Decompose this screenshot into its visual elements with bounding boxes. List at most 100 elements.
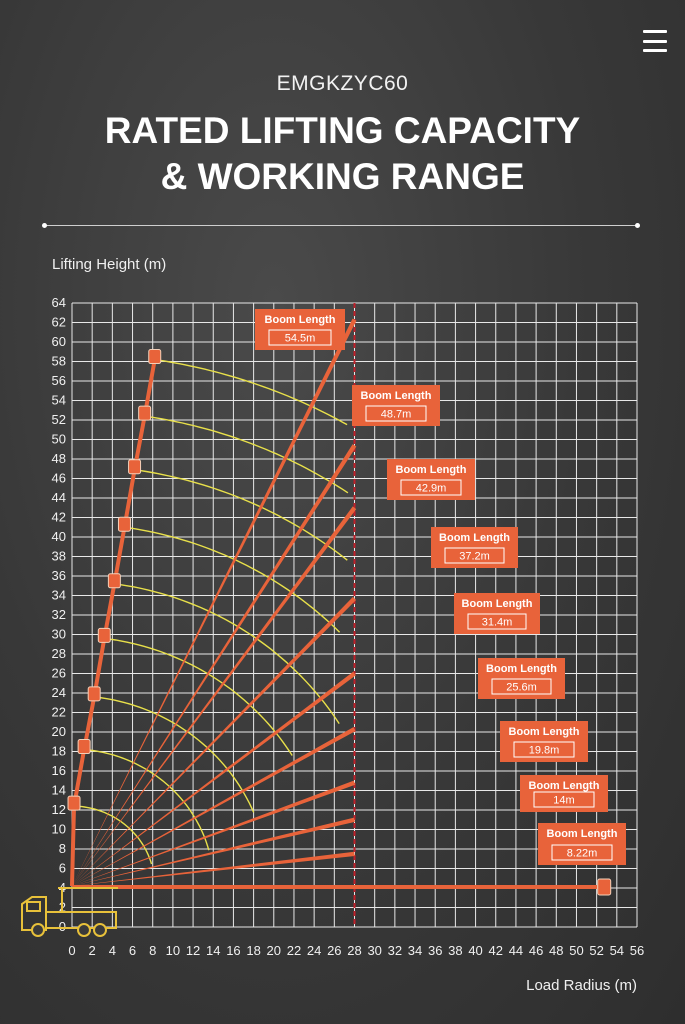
y-tick-label: 16 xyxy=(52,763,66,778)
truck-wheel xyxy=(31,923,45,937)
working-range-arc xyxy=(124,526,341,633)
x-tick-label: 6 xyxy=(129,943,136,958)
working-range-arc xyxy=(84,748,210,851)
working-range-arc xyxy=(114,583,340,724)
y-tick-label: 12 xyxy=(52,802,66,817)
y-tick-label: 28 xyxy=(52,646,66,661)
x-tick-label: 10 xyxy=(166,943,180,958)
x-tick-label: 2 xyxy=(89,943,96,958)
x-tick-label: 52 xyxy=(589,943,603,958)
x-tick-label: 34 xyxy=(408,943,422,958)
x-tick-label: 16 xyxy=(226,943,240,958)
y-tick-label: 54 xyxy=(52,393,66,408)
x-tick-label: 18 xyxy=(246,943,260,958)
boom-length-label: Boom Length 8.22m xyxy=(538,823,626,865)
boom-label-title: Boom Length xyxy=(529,780,600,792)
x-tick-label: 14 xyxy=(206,943,220,958)
boom-length-label: Boom Length 31.4m xyxy=(454,593,540,634)
truck-wheel xyxy=(93,923,107,937)
boom-label-title: Boom Length xyxy=(547,828,618,840)
y-tick-label: 40 xyxy=(52,529,66,544)
boom-angle-line xyxy=(72,506,357,887)
telescopic-boom-arm xyxy=(70,359,157,887)
boom-label-value-box xyxy=(491,678,552,695)
boom-label-value-box xyxy=(400,479,462,496)
y-tick-label: 44 xyxy=(52,490,66,505)
boom-label-title: Boom Length xyxy=(509,726,580,738)
x-tick-label: 22 xyxy=(287,943,301,958)
working-range-arc xyxy=(144,415,349,494)
x-tick-label: 12 xyxy=(186,943,200,958)
boom-label-title: Boom Length xyxy=(486,663,557,675)
title-line-2: & WORKING RANGE xyxy=(160,156,525,197)
boom-label-value: 25.6m xyxy=(506,682,537,694)
boom-label-title: Boom Length xyxy=(396,464,467,476)
boom-length-label: Boom Length 37.2m xyxy=(431,527,518,568)
y-tick-label: 32 xyxy=(52,607,66,622)
y-tick-label: 46 xyxy=(52,471,66,486)
x-tick-label: 26 xyxy=(327,943,341,958)
boom-section-head xyxy=(67,795,81,811)
y-tick-label: 10 xyxy=(52,822,66,837)
boom-section-head xyxy=(97,627,111,643)
x-tick-label: 50 xyxy=(569,943,583,958)
x-tick-label: 4 xyxy=(109,943,116,958)
boom-section-head xyxy=(107,573,121,589)
boom-label-value: 8.22m xyxy=(567,848,598,860)
x-axis-label: Load Radius (m) xyxy=(526,977,637,994)
y-tick-label: 14 xyxy=(52,783,66,798)
working-range-arc xyxy=(134,469,348,561)
boom-angle-line xyxy=(72,817,356,887)
boom-angle-line xyxy=(72,318,357,887)
working-range-arc xyxy=(94,696,255,813)
boom-section-head xyxy=(77,739,91,755)
title-divider xyxy=(42,223,640,228)
boom-angle-line xyxy=(72,596,357,887)
x-tick-label: 44 xyxy=(509,943,523,958)
x-tick-label: 36 xyxy=(428,943,442,958)
x-tick-label: 24 xyxy=(307,943,321,958)
y-tick-label: 50 xyxy=(52,432,66,447)
boom-label-value-box xyxy=(467,613,527,630)
y-tick-label: 64 xyxy=(52,295,66,310)
boom-section-head xyxy=(117,516,131,532)
x-tick-label: 28 xyxy=(347,943,361,958)
boom-section-head xyxy=(138,405,152,421)
boom-label-value-box xyxy=(365,405,427,422)
boom-angle-line xyxy=(72,727,356,887)
y-tick-label: 38 xyxy=(52,549,66,564)
y-tick-label: 58 xyxy=(52,354,66,369)
boom-length-label: Boom Length 48.7m xyxy=(352,385,440,426)
x-tick-label: 20 xyxy=(267,943,281,958)
y-tick-label: 26 xyxy=(52,666,66,681)
boom-label-value: 48.7m xyxy=(381,409,412,421)
y-tick-label: 62 xyxy=(52,315,66,330)
x-tick-label: 8 xyxy=(149,943,156,958)
boom-label-value-box xyxy=(268,329,332,346)
y-tick-label: 56 xyxy=(52,373,66,388)
boom-label-value: 54.5m xyxy=(285,333,316,345)
x-tick-label: 30 xyxy=(367,943,381,958)
title-line-1: RATED LIFTING CAPACITY xyxy=(104,110,581,151)
x-tick-label: 40 xyxy=(468,943,482,958)
y-tick-label: 52 xyxy=(52,412,66,427)
boom-label-value: 42.9m xyxy=(416,483,447,495)
y-tick-label: 48 xyxy=(52,451,66,466)
boom-length-label: Boom Length 54.5m xyxy=(255,309,345,350)
boom-section-head xyxy=(87,686,101,702)
boom-length-label: Boom Length 42.9m xyxy=(387,459,475,500)
y-tick-label: 18 xyxy=(52,744,66,759)
boom-length-label: Boom Length 14m xyxy=(520,775,608,812)
working-range-arc xyxy=(154,358,348,426)
truck-wheel xyxy=(77,923,91,937)
boom-label-title: Boom Length xyxy=(462,598,533,610)
menu-icon[interactable] xyxy=(643,30,667,52)
horizontal-boom-hook xyxy=(597,878,612,896)
boom-label-value: 37.2m xyxy=(459,551,490,563)
boom-label-value-box xyxy=(444,547,505,564)
y-tick-label: 60 xyxy=(52,334,66,349)
y-tick-label: 0 xyxy=(59,919,66,934)
x-tick-label: 42 xyxy=(489,943,503,958)
y-tick-label: 36 xyxy=(52,568,66,583)
